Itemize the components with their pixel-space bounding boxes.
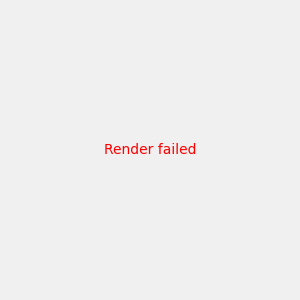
Text: Render failed: Render failed (104, 143, 196, 157)
